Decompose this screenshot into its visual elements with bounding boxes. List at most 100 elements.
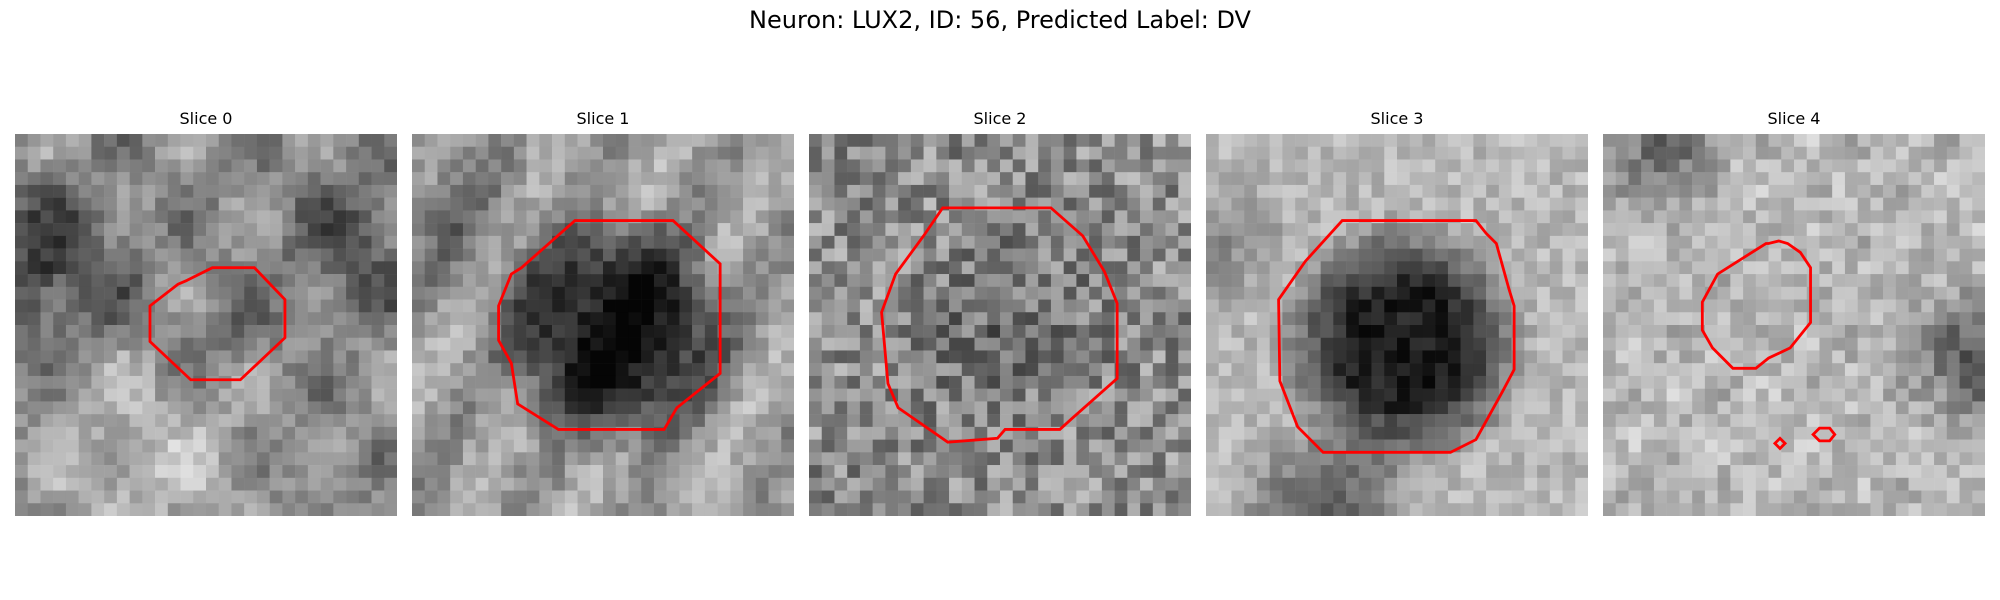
pixel bbox=[462, 363, 476, 377]
pixel bbox=[1307, 439, 1321, 453]
pixel bbox=[1908, 248, 1922, 262]
pixel bbox=[1256, 503, 1270, 516]
pixel bbox=[872, 210, 886, 224]
pixel bbox=[1063, 337, 1077, 351]
pixel bbox=[666, 439, 680, 453]
pixel bbox=[1140, 426, 1154, 440]
pixel bbox=[768, 325, 782, 338]
pixel bbox=[1460, 325, 1474, 338]
pixel bbox=[615, 477, 629, 491]
pixel bbox=[1397, 439, 1410, 453]
pixel bbox=[65, 452, 79, 466]
pixel bbox=[1603, 350, 1616, 364]
pixel bbox=[1972, 414, 1985, 428]
pixel bbox=[358, 184, 372, 198]
pixel bbox=[1346, 503, 1360, 516]
pixel bbox=[1152, 465, 1166, 479]
pixel bbox=[1127, 375, 1141, 389]
pixel bbox=[1089, 401, 1103, 415]
pixel bbox=[1832, 490, 1846, 504]
pixel bbox=[847, 477, 861, 491]
pixel bbox=[40, 337, 54, 351]
pixel bbox=[307, 388, 321, 402]
pixel bbox=[590, 337, 604, 351]
pixel bbox=[730, 452, 744, 466]
pixel bbox=[1615, 134, 1629, 147]
pixel bbox=[1152, 223, 1166, 237]
pixel bbox=[231, 350, 245, 364]
pixel bbox=[666, 325, 680, 338]
pixel bbox=[1358, 414, 1372, 428]
pixel bbox=[1972, 388, 1985, 402]
pixel bbox=[1025, 439, 1039, 453]
pixel bbox=[987, 439, 1001, 453]
pixel bbox=[437, 452, 451, 466]
pixel bbox=[717, 235, 731, 249]
pixel bbox=[1206, 248, 1219, 262]
pixel bbox=[1460, 299, 1474, 313]
pixel bbox=[1781, 503, 1795, 516]
pixel bbox=[142, 490, 156, 504]
pixel bbox=[1883, 465, 1897, 479]
pixel bbox=[320, 503, 334, 516]
pixel bbox=[1165, 477, 1179, 491]
pixel bbox=[1165, 299, 1179, 313]
pixel bbox=[1819, 134, 1833, 147]
pixel bbox=[1295, 375, 1309, 389]
pixel bbox=[346, 274, 360, 288]
pixel bbox=[65, 401, 79, 415]
pixel bbox=[231, 146, 245, 160]
pixel bbox=[1409, 439, 1423, 453]
pixel bbox=[1844, 503, 1858, 516]
pixel bbox=[65, 184, 79, 198]
pixel bbox=[1397, 477, 1410, 491]
pixel bbox=[15, 350, 28, 364]
pixel bbox=[1641, 477, 1655, 491]
pixel bbox=[346, 312, 360, 326]
pixel bbox=[1025, 503, 1039, 516]
pixel bbox=[539, 274, 553, 288]
pixel bbox=[1422, 465, 1436, 479]
pixel bbox=[1959, 286, 1973, 300]
pixel bbox=[821, 490, 835, 504]
pixel bbox=[78, 426, 92, 440]
pixel bbox=[1320, 134, 1334, 147]
pixel bbox=[1921, 248, 1935, 262]
pixel bbox=[1384, 261, 1398, 275]
pixel bbox=[1730, 274, 1744, 288]
pixel bbox=[1895, 337, 1909, 351]
pixel bbox=[847, 439, 861, 453]
pixel bbox=[577, 274, 591, 288]
pixel bbox=[1025, 184, 1039, 198]
pixel bbox=[1076, 134, 1090, 147]
pixel bbox=[104, 350, 118, 364]
pixel bbox=[91, 452, 105, 466]
pixel bbox=[155, 477, 169, 491]
pixel bbox=[53, 426, 67, 440]
pixel bbox=[78, 159, 92, 173]
pixel bbox=[809, 235, 822, 249]
pixel bbox=[1076, 184, 1090, 198]
pixel bbox=[1883, 312, 1897, 326]
pixel bbox=[821, 197, 835, 211]
pixel bbox=[628, 388, 642, 402]
pixel bbox=[155, 299, 169, 313]
pixel bbox=[961, 439, 975, 453]
pixel bbox=[40, 465, 54, 479]
pixel bbox=[859, 261, 873, 275]
pixel bbox=[384, 134, 397, 147]
pixel bbox=[1921, 235, 1935, 249]
pixel bbox=[1794, 299, 1807, 313]
pixel bbox=[1730, 299, 1744, 313]
pixel bbox=[1038, 235, 1052, 249]
pixel bbox=[1089, 465, 1103, 479]
pixel bbox=[155, 503, 169, 516]
pixel bbox=[244, 375, 258, 389]
pixel bbox=[167, 210, 181, 224]
pixel bbox=[1295, 134, 1309, 147]
pixel bbox=[193, 159, 207, 173]
pixel bbox=[1895, 274, 1909, 288]
pixel bbox=[1320, 350, 1334, 364]
pixel bbox=[1959, 477, 1973, 491]
pixel bbox=[1307, 401, 1321, 415]
